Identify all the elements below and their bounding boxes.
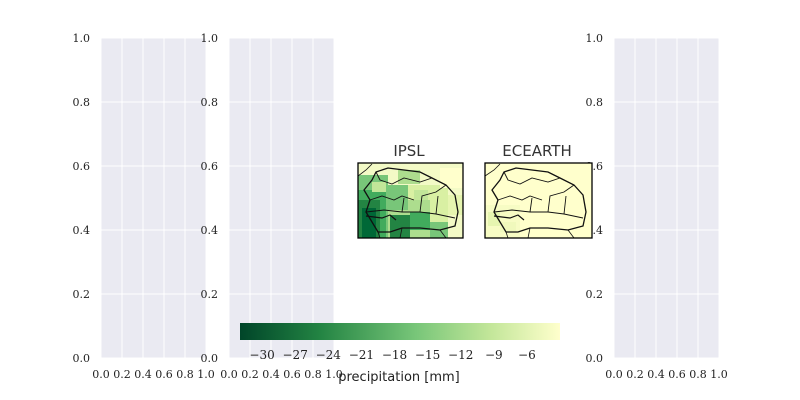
colorbar-tick-label: −9 [485, 348, 503, 362]
x-tick-label: 0.8 [304, 368, 322, 381]
colorbar-tick-label: −15 [415, 348, 440, 362]
x-tick-label: 1.0 [325, 368, 343, 381]
y-tick-label: 0.0 [586, 352, 604, 365]
y-tick-label: 0.4 [201, 224, 219, 237]
x-tick-label: 0.0 [605, 368, 623, 381]
x-tick-label: 0.2 [241, 368, 259, 381]
x-tick-label: 0.4 [134, 368, 152, 381]
colorbar-label: precipitation [mm] [338, 370, 460, 385]
empty-axes-2: 0.0 0.2 0.4 0.6 0.8 1.00.00.20.40.60.81.0 [201, 32, 343, 381]
colorbar-gradient [240, 323, 560, 340]
x-tick-label: 1.0 [197, 368, 215, 381]
y-tick-label: 0.0 [201, 352, 219, 365]
ecearth-heatmap [485, 163, 592, 238]
colorbar-tick-label: −24 [316, 348, 342, 362]
colorbar-tick-label: −6 [518, 348, 536, 362]
x-tick-label: 0.6 [283, 368, 301, 381]
x-tick-label: 0.6 [668, 368, 686, 381]
y-tick-label: 0.2 [73, 288, 91, 301]
empty-axes-group: 0.0 0.2 0.4 0.6 0.8 1.00.00.20.40.60.81.00.0 0… [73, 32, 728, 381]
map-title-ecearth: ECEARTH [502, 142, 571, 160]
colorbar-tick-label: −27 [283, 348, 308, 362]
y-tick-label: 0.8 [586, 96, 604, 109]
x-tick-label: 0.4 [262, 368, 280, 381]
map-panel-ecearth: ECEARTH [484, 142, 593, 239]
y-tick-label: 0.2 [201, 288, 219, 301]
colorbar-tick-label: −18 [382, 348, 407, 362]
y-tick-label: 1.0 [73, 32, 91, 45]
x-tick-label: 0.4 [647, 368, 665, 381]
x-tick-label: 0.0 [220, 368, 238, 381]
colorbar-tick-label: −30 [249, 348, 274, 362]
axes-background [614, 38, 719, 358]
empty-axes-3: 0.0 0.2 0.4 0.6 0.8 1.00.00.20.40.60.81.0 [586, 32, 728, 381]
axes-background [101, 38, 206, 358]
x-tick-label: 0.0 [92, 368, 110, 381]
map-title-ipsl: IPSL [393, 142, 425, 160]
y-tick-label: 0.4 [73, 224, 91, 237]
colorbar-tick-label: −12 [448, 348, 473, 362]
y-tick-label: 0.6 [73, 160, 91, 173]
y-tick-label: 0.8 [201, 96, 219, 109]
x-tick-label: 1.0 [710, 368, 728, 381]
map-panel-ipsl: IPSL [357, 142, 464, 239]
y-tick-label: 0.2 [586, 288, 604, 301]
x-tick-label: 0.6 [155, 368, 173, 381]
x-tick-label: 0.2 [113, 368, 131, 381]
y-tick-label: 0.8 [73, 96, 91, 109]
empty-axes-1: 0.0 0.2 0.4 0.6 0.8 1.00.00.20.40.60.81.0 [73, 32, 215, 381]
colorbar-ticks: −30 −27 −24 −21 −18 −15 −12 −9 −6 [249, 348, 535, 362]
y-tick-label: 0.6 [201, 160, 219, 173]
y-tick-label: 1.0 [201, 32, 219, 45]
colorbar-tick-label: −21 [349, 348, 374, 362]
x-tick-label: 0.8 [176, 368, 194, 381]
x-tick-label: 0.8 [689, 368, 707, 381]
axes-background [229, 38, 334, 358]
colorbar: −30 −27 −24 −21 −18 −15 −12 −9 −6 precipitation … [240, 323, 560, 385]
y-tick-label: 0.0 [73, 352, 91, 365]
ipsl-heatmap [358, 163, 463, 238]
x-tick-label: 0.2 [626, 368, 644, 381]
y-tick-label: 1.0 [586, 32, 604, 45]
